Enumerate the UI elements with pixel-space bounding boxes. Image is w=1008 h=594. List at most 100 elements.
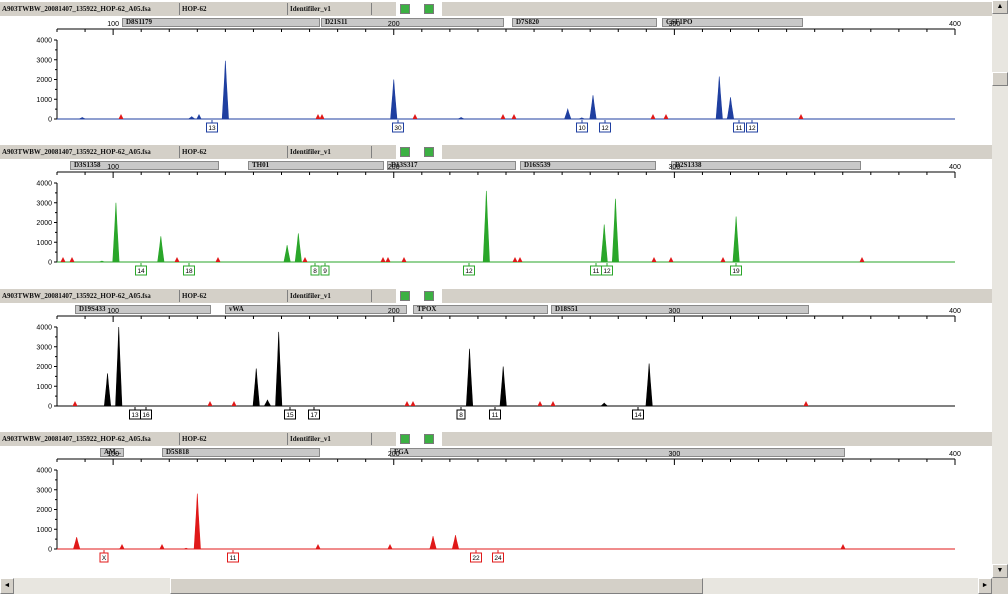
marker-bin-d13s317[interactable]: D13S317: [387, 161, 516, 170]
artifact-marker-icon: [69, 257, 75, 262]
dye-toggle-group: [396, 145, 442, 159]
scroll-right-arrow-icon[interactable]: ►: [978, 578, 992, 594]
peak: [600, 224, 608, 263]
peak: [103, 373, 112, 407]
allele-call-label: 16: [142, 412, 150, 419]
marker-bin-d16s539[interactable]: D16S539: [520, 161, 656, 170]
artifact-marker-icon: [404, 401, 410, 406]
marker-bin-d5s818[interactable]: D5S818: [162, 448, 320, 457]
y-tick-label: 1000: [36, 240, 52, 247]
y-tick-label: 0: [48, 117, 52, 124]
show-sizing-toggle-icon[interactable]: [424, 4, 434, 14]
y-tick-label: 0: [48, 547, 52, 554]
artifact-marker-icon: [720, 257, 726, 262]
y-tick-label: 2000: [36, 364, 52, 371]
allele-call-label: 11: [593, 268, 600, 275]
peak: [283, 245, 291, 263]
peak: [252, 368, 260, 407]
peak: [112, 202, 120, 263]
marker-bin-vwa[interactable]: vWA: [225, 305, 407, 314]
show-sizing-toggle-icon[interactable]: [424, 147, 434, 157]
scroll-up-arrow-icon[interactable]: ▲: [992, 0, 1008, 14]
peak: [390, 79, 398, 120]
dye-toggle-group: [396, 289, 442, 303]
x-tick-label: 100: [107, 21, 119, 28]
dye-panel: A903TWBW_20081407_135922_HOP-62_A05.fsa H…: [0, 289, 992, 432]
header-separator: [287, 3, 288, 15]
electropherogram-plot: 100 200 300 400 4000 3000 2000 1000 0 X 11 22 24: [36, 451, 961, 563]
peak: [466, 348, 474, 407]
header-separator: [179, 433, 180, 445]
allele-call-label: 11: [492, 412, 499, 419]
show-dye-toggle-icon[interactable]: [400, 434, 410, 444]
x-tick-label: 200: [388, 164, 400, 171]
show-sizing-toggle-icon[interactable]: [424, 291, 434, 301]
y-tick-label: 2000: [36, 507, 52, 514]
header-separator: [179, 3, 180, 15]
horizontal-scrollbar[interactable]: ◄ ►: [0, 578, 1008, 594]
y-tick-label: 4000: [36, 181, 52, 188]
vertical-scroll-thumb[interactable]: [992, 72, 1008, 86]
allele-call-label: 12: [465, 268, 473, 275]
artifact-marker-icon: [668, 257, 674, 262]
dye-toggle-group: [396, 2, 442, 16]
allele-call-label: 10: [578, 125, 586, 132]
marker-bin-d8s1179[interactable]: D8S1179: [122, 18, 320, 27]
peak: [193, 493, 201, 550]
show-dye-toggle-icon[interactable]: [400, 147, 410, 157]
x-tick-label: 200: [388, 21, 400, 28]
marker-bin-d2s1338[interactable]: D2S1338: [671, 161, 861, 170]
allele-call-label: 18: [185, 268, 193, 275]
artifact-marker-icon: [840, 544, 846, 549]
vertical-scrollbar[interactable]: ▲ ▼: [992, 0, 1008, 578]
artifact-marker-icon: [207, 401, 213, 406]
sample-file-name: A903TWBW_20081407_135922_HOP-62_A05.fsa: [2, 435, 151, 443]
marker-bin-tpox[interactable]: TPOX: [413, 305, 548, 314]
x-tick-label: 300: [669, 164, 681, 171]
artifact-marker-icon: [315, 544, 321, 549]
marker-bin-csf1po[interactable]: CSF1PO: [662, 18, 803, 27]
allele-call-label: 11: [736, 125, 743, 132]
scroll-down-arrow-icon[interactable]: ▼: [992, 564, 1008, 578]
marker-bin-th01[interactable]: TH01: [248, 161, 384, 170]
show-sizing-toggle-icon[interactable]: [424, 434, 434, 444]
scrollbar-corner: [992, 578, 1008, 594]
peak: [726, 97, 735, 120]
marker-bin-d18s51[interactable]: D18S51: [551, 305, 809, 314]
marker-bin-d3s1358[interactable]: D3S1358: [70, 161, 219, 170]
peak: [645, 363, 653, 407]
artifact-marker-icon: [512, 257, 518, 262]
marker-bin-d19s433[interactable]: D19S433: [75, 305, 211, 314]
allele-call-label: 8: [313, 268, 317, 275]
marker-bin-d7s820[interactable]: D7S820: [512, 18, 657, 27]
show-dye-toggle-icon[interactable]: [400, 4, 410, 14]
marker-bin-am[interactable]: AM...: [100, 448, 124, 457]
show-dye-toggle-icon[interactable]: [400, 291, 410, 301]
artifact-marker-icon: [159, 544, 165, 549]
horizontal-scroll-thumb[interactable]: [170, 578, 703, 594]
scroll-left-arrow-icon[interactable]: ◄: [0, 578, 14, 594]
panel-name: Identifiler_v1: [290, 5, 331, 13]
peak: [611, 198, 619, 263]
peak: [578, 117, 586, 120]
sample-name: HOP-62: [182, 292, 207, 300]
peak: [73, 537, 81, 550]
x-tick-label: 400: [949, 308, 961, 315]
artifact-marker-icon: [412, 114, 418, 119]
artifact-marker-icon: [410, 401, 416, 406]
marker-bin-d21s11[interactable]: D21S11: [321, 18, 504, 27]
allele-call-label: 13: [208, 125, 216, 132]
artifact-marker-icon: [591, 114, 597, 119]
allele-call-label: 8: [459, 412, 463, 419]
peak: [275, 331, 283, 407]
artifact-marker-icon: [859, 257, 865, 262]
artifact-marker-icon: [511, 114, 517, 119]
peak: [457, 117, 465, 120]
allele-call-label: 19: [732, 268, 740, 275]
panel-name: Identifiler_v1: [290, 435, 331, 443]
artifact-marker-icon: [387, 544, 393, 549]
marker-bin-fga[interactable]: FGA: [390, 448, 845, 457]
allele-call-label: 22: [472, 555, 480, 562]
artifact-marker-icon: [401, 257, 407, 262]
